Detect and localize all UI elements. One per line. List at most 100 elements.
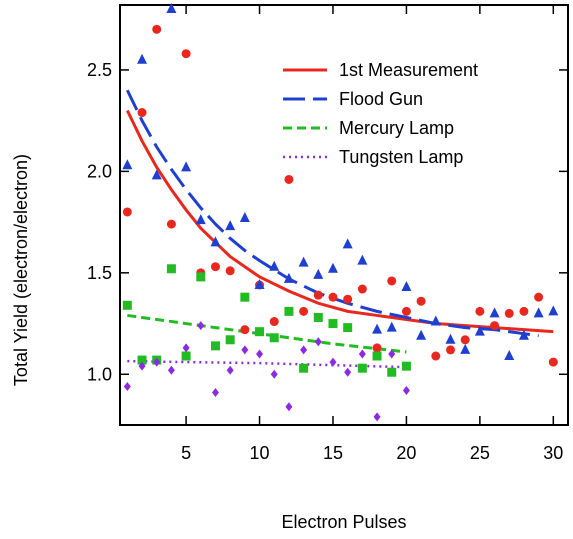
data-point-square — [240, 292, 250, 302]
data-point-diamond — [344, 367, 352, 377]
data-point-triangle — [386, 321, 397, 332]
data-point-circle — [431, 351, 441, 361]
x-tick-label: 30 — [543, 443, 563, 463]
data-point-square — [122, 300, 132, 310]
data-point-diamond — [402, 386, 410, 396]
data-point-triangle — [313, 268, 324, 279]
data-point-diamond — [285, 402, 293, 412]
legend-label: 1st Measurement — [339, 60, 478, 80]
data-point-triangle — [122, 159, 133, 170]
data-point-square — [401, 361, 411, 371]
data-point-square — [225, 335, 235, 345]
data-point-square — [196, 272, 206, 282]
data-point-diamond — [167, 365, 175, 375]
x-axis-title: Electron Pulses — [281, 512, 406, 532]
data-point-square — [137, 355, 147, 365]
data-point-triangle — [474, 325, 485, 336]
data-point-circle — [284, 174, 294, 184]
data-point-diamond — [138, 361, 146, 371]
data-point-triangle — [210, 236, 221, 247]
x-axis: 5 10 15 20 25 30 — [181, 5, 563, 463]
y-tick-label: 2.5 — [87, 60, 112, 80]
data-point-diamond — [329, 357, 337, 367]
data-point-square — [284, 306, 294, 316]
data-point-diamond — [373, 412, 381, 422]
data-point-triangle — [151, 169, 162, 180]
data-point-circle — [504, 308, 514, 318]
data-point-circle — [137, 108, 147, 118]
x-tick-label: 10 — [250, 443, 270, 463]
data-point-square — [299, 363, 309, 373]
data-point-square — [387, 367, 397, 377]
data-point-circle — [210, 262, 220, 272]
plot-frame — [119, 4, 569, 426]
x-tick-label: 15 — [323, 443, 343, 463]
data-point-circle — [343, 294, 353, 304]
data-point-diamond — [197, 321, 205, 331]
y-axis: 1.0 1.5 2.0 2.5 — [87, 60, 568, 384]
data-point-square — [269, 333, 279, 343]
data-point-triangle — [504, 350, 515, 361]
x-tick-label: 25 — [470, 443, 490, 463]
legend: 1st Measurement Flood Gun Mercury Lamp Tung… — [283, 60, 478, 167]
data-point-circle — [299, 306, 309, 316]
fit-line — [125, 109, 554, 334]
data-point-circle — [475, 306, 485, 316]
data-point-circle — [152, 24, 162, 34]
data-point-triangle — [137, 53, 148, 64]
data-point-triangle — [181, 161, 192, 172]
data-point-circle — [225, 266, 235, 276]
data-point-triangle — [254, 279, 265, 289]
data-point-square — [313, 312, 323, 322]
data-point-square — [343, 323, 353, 333]
data-point-circle — [328, 292, 338, 302]
y-tick-label: 2.0 — [87, 161, 112, 181]
data-point-circle — [166, 219, 176, 229]
legend-label: Flood Gun — [339, 89, 423, 109]
data-point-triangle — [416, 329, 427, 340]
x-tick-label: 20 — [396, 443, 416, 463]
data-point-circle — [313, 290, 323, 300]
data-point-circle — [534, 292, 544, 302]
data-point-circle — [548, 357, 558, 367]
data-point-triangle — [195, 214, 206, 225]
data-point-triangle — [342, 238, 353, 249]
scatter-points — [122, 3, 559, 422]
data-point-circle — [181, 49, 191, 59]
data-point-circle — [357, 284, 367, 294]
data-point-triangle — [269, 260, 280, 271]
data-point-triangle — [327, 262, 338, 273]
data-point-circle — [519, 306, 529, 316]
data-point-circle — [240, 325, 250, 335]
legend-label: Tungsten Lamp — [339, 147, 463, 167]
data-point-diamond — [300, 345, 308, 355]
data-point-diamond — [256, 349, 264, 359]
data-point-circle — [387, 276, 397, 286]
data-point-diamond — [123, 381, 131, 391]
data-point-triangle — [460, 343, 471, 354]
data-point-circle — [416, 296, 426, 306]
data-point-diamond — [270, 369, 278, 379]
data-point-diamond — [358, 349, 366, 359]
data-point-circle — [445, 345, 455, 355]
x-tick-label: 5 — [181, 443, 191, 463]
data-point-circle — [372, 343, 382, 353]
data-point-triangle — [372, 323, 383, 334]
data-point-diamond — [153, 357, 161, 367]
data-point-square — [255, 327, 265, 337]
fit-line — [127, 313, 407, 354]
data-point-triangle — [239, 212, 250, 223]
data-point-circle — [269, 317, 279, 327]
data-point-circle — [122, 207, 132, 217]
data-point-square — [210, 341, 220, 351]
data-point-circle — [460, 335, 470, 345]
data-point-circle — [401, 306, 411, 316]
data-point-triangle — [548, 305, 559, 316]
data-point-diamond — [314, 337, 322, 347]
data-point-diamond — [226, 365, 234, 375]
data-point-triangle — [298, 256, 309, 267]
legend-label: Mercury Lamp — [339, 118, 454, 138]
data-point-triangle — [489, 307, 500, 318]
y-tick-label: 1.0 — [87, 364, 112, 384]
